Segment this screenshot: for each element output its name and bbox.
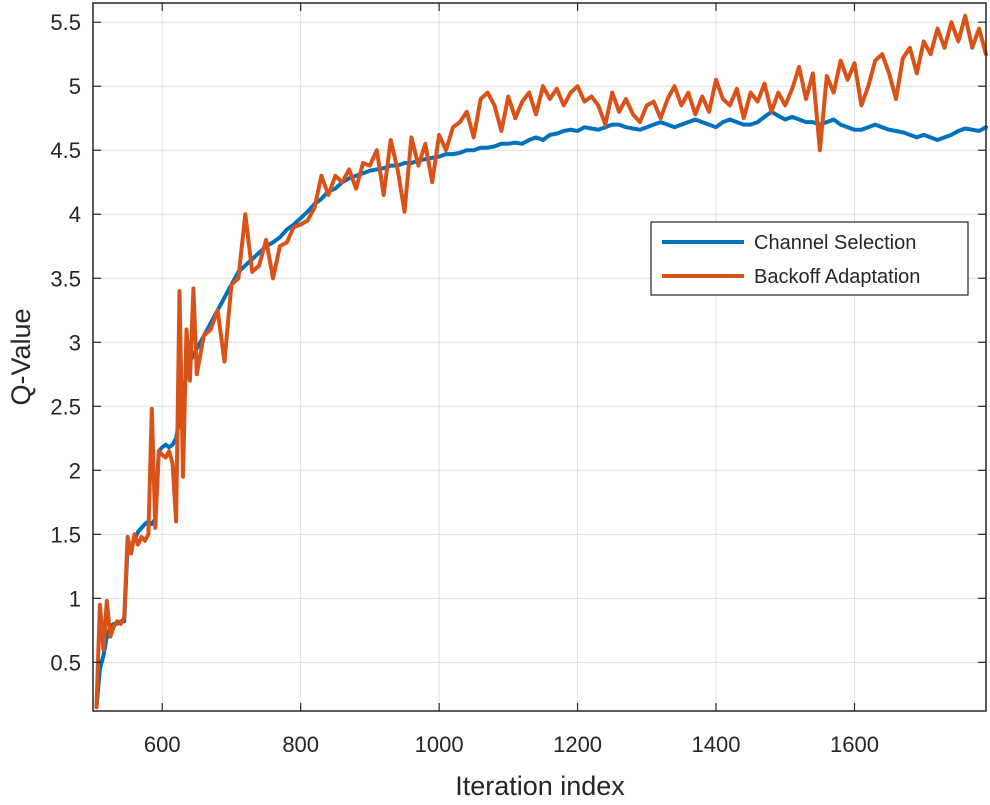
x-tick-label: 600 [144,732,181,757]
plot-area [93,3,986,711]
series-line-backoff-adaptation [94,13,988,710]
y-tick-label: 3 [69,330,81,355]
legend-label-channel-selection: Channel Selection [754,232,916,254]
y-tick-label: 5 [69,74,81,99]
y-tick-label: 1 [69,586,81,611]
y-tick-label: 2 [69,458,81,483]
x-axis-label: Iteration index [455,771,625,801]
x-tick-label: 1200 [553,732,602,757]
y-tick-label: 4.5 [50,138,81,163]
y-tick-label: 2.5 [50,394,81,419]
legend: Channel Selection Backoff Adaptation [650,221,969,296]
legend-label-backoff-adaptation: Backoff Adaptation [754,266,920,288]
y-tick-label: 0.5 [50,650,81,675]
y-tick-label: 5.5 [50,10,81,35]
y-axis-label: Q-Value [6,308,36,405]
y-tick-label: 4 [69,202,81,227]
x-tick-label: 800 [282,732,319,757]
x-tick-label: 1000 [415,732,464,757]
y-tick-label: 1.5 [50,522,81,547]
x-tick-label: 1400 [692,732,741,757]
x-tick-label: 1600 [830,732,879,757]
axis-ticks: 600 800 1000 1200 1400 1600 0.5 1 1.5 2 2.5 3 3.5 4 4.… [50,3,986,757]
y-tick-label: 3.5 [50,266,81,291]
legend-box [650,221,969,296]
series-lines [94,13,988,710]
plot-border [92,2,987,712]
